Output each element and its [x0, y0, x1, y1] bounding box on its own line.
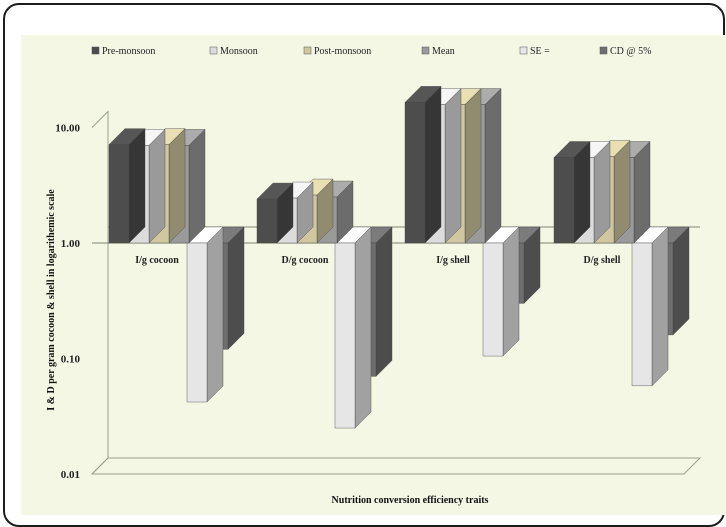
x-axis-title: Nutrition conversion efficiency traits: [332, 495, 489, 506]
bar-se-i-g-cocoon: [186, 226, 224, 403]
bar-se-d-g-shell: [631, 226, 669, 387]
legend-label: Post-monsoon: [314, 46, 371, 57]
bar-side: [128, 128, 146, 244]
bar-front: [482, 242, 504, 357]
legend-label: Monsoon: [220, 46, 258, 57]
legend-swatch: [303, 46, 312, 55]
legend-label: CD @ 5%: [610, 46, 651, 57]
legend-swatch: [519, 46, 528, 55]
back-wall-edge: [91, 110, 109, 475]
bar-pre-monsoon-i-g-shell: [404, 85, 442, 244]
y-tick-label: 10.00: [55, 123, 80, 135]
bar-se-i-g-shell: [482, 226, 520, 357]
floor: [90, 457, 702, 475]
bar-pre-monsoon-i-g-cocoon: [108, 128, 146, 244]
bar-side: [464, 88, 482, 244]
category-label: D/g shell: [584, 255, 621, 266]
category-label: D/g cocoon: [282, 255, 329, 266]
legend-swatch: [91, 46, 100, 55]
bar-side: [484, 88, 502, 244]
bar-se-d-g-cocoon: [334, 226, 372, 429]
y-axis-ticks: 0.01 0.10 1.00 10.00: [55, 123, 80, 482]
bar-side: [651, 226, 669, 387]
bars: [108, 85, 690, 429]
bar-side: [573, 141, 591, 244]
y-tick-label: 0.10: [61, 354, 81, 366]
bar-side: [168, 128, 186, 244]
bar-pre-monsoon-d-g-cocoon: [256, 182, 294, 244]
bar-side: [444, 88, 462, 244]
bar-side: [593, 141, 611, 244]
category-label: I/g cocoon: [135, 255, 179, 266]
legend-label: SE =: [530, 46, 550, 57]
bar-front: [553, 157, 575, 244]
bar-side: [613, 140, 631, 244]
bar-side: [354, 226, 372, 429]
bar-side: [375, 226, 393, 377]
bar-side: [188, 128, 206, 244]
y-tick-label: 1.00: [61, 238, 81, 250]
legend-swatch: [421, 46, 430, 55]
legend-swatch: [209, 46, 218, 55]
bar-front: [631, 242, 653, 387]
category-label: I/g shell: [436, 255, 470, 266]
chart-frame: [3, 3, 726, 527]
y-axis-title: I & D per gram cocoon & shell in logarit…: [46, 189, 57, 411]
bar-side: [633, 141, 651, 244]
chart-svg: Pre-monsoon Monsoon Post-monsoon Mean SE = CD…: [46, 46, 702, 506]
bar-front: [256, 198, 278, 244]
bar-front: [186, 242, 208, 403]
bar-side: [148, 128, 166, 244]
category-labels: I/g cocoon D/g cocoon I/g shell D/g shell: [135, 255, 620, 266]
y-tick-label: 0.01: [61, 469, 80, 481]
legend-label: Mean: [432, 46, 455, 57]
legend-label: Pre-monsoon: [102, 46, 155, 57]
bar-pre-monsoon-d-g-shell: [553, 141, 591, 244]
bar-front: [404, 102, 426, 244]
bar-side: [227, 226, 245, 350]
bar-side: [502, 226, 520, 357]
bar-front: [334, 242, 356, 429]
bar-side: [206, 226, 224, 403]
bar-side: [672, 226, 690, 336]
legend-swatch: [599, 46, 608, 55]
legend: Pre-monsoon Monsoon Post-monsoon Mean SE = CD…: [91, 46, 651, 57]
bar-front: [108, 144, 130, 244]
bar-side: [424, 85, 442, 244]
